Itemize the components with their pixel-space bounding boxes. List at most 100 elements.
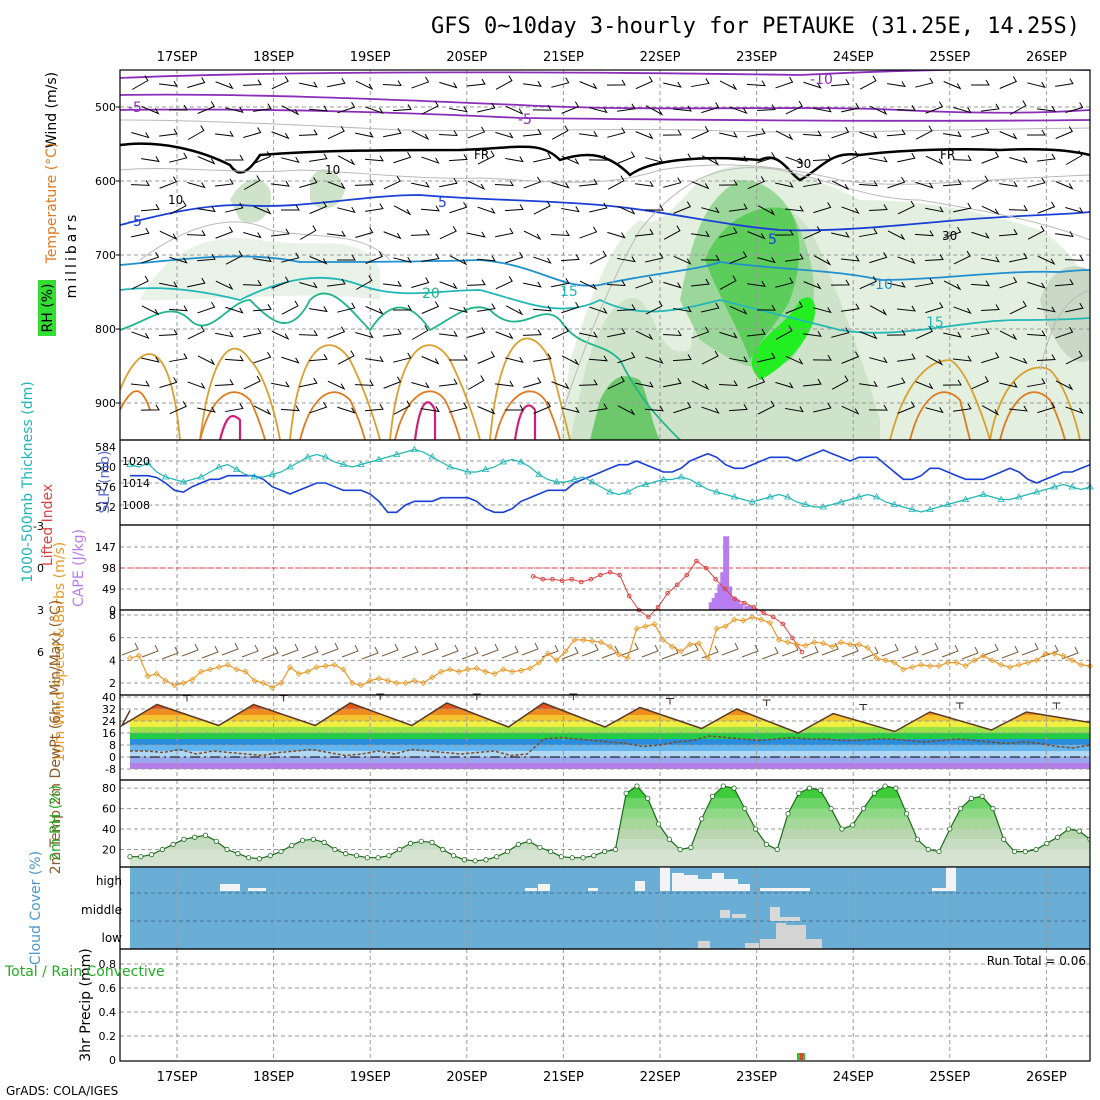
temp-label: 2m Temp 2m DewPt (6hr Min/Max) (°C) (48, 600, 64, 875)
wind-barb (859, 331, 878, 340)
pressure-tick: 600 (95, 175, 116, 188)
wind-barb-10m (201, 645, 219, 659)
wind-barb (561, 406, 580, 413)
rh-point (893, 785, 899, 791)
wind-speed-point (393, 679, 400, 687)
wind-barb (701, 302, 720, 313)
wind-barb (701, 155, 720, 166)
wind-barb (663, 177, 682, 188)
li-point (530, 574, 536, 579)
wind-barb (802, 130, 822, 137)
wind-barb (533, 401, 552, 414)
wind-barb (645, 300, 663, 315)
cloud-low-bar (806, 939, 822, 949)
wind-barb (337, 254, 356, 261)
rh-point (483, 857, 489, 863)
wind-barb (561, 206, 580, 213)
rh-point (558, 854, 565, 860)
contour-label-fr-1: FR (474, 148, 489, 162)
rh-panel: 20 40 60 80 2m RH (%) (48, 779, 1091, 868)
wind-barb (1037, 201, 1056, 214)
rh-point (806, 785, 813, 791)
wind-speed-point (838, 639, 845, 646)
cloud-grid (130, 867, 1090, 949)
wind-barb (719, 80, 738, 91)
rh-point (1076, 828, 1082, 834)
date-label-top: 22SEP (640, 50, 681, 65)
wind-barb-10m (541, 644, 559, 658)
wind-speed-point (562, 648, 569, 655)
cloud-high-bar (538, 884, 550, 891)
wind-barb (859, 75, 877, 90)
cloud-high-bar (698, 879, 712, 891)
wind-barb (383, 328, 402, 337)
thickness-tick: 580 (95, 461, 116, 474)
thickness-marker (215, 463, 223, 470)
wind-barb (197, 301, 216, 314)
wind-barb (1065, 302, 1084, 313)
wind-barb (579, 280, 598, 291)
contour-label-15-right: 15 (926, 315, 944, 331)
wind-speed-point (180, 679, 187, 687)
cape-bar (726, 586, 733, 610)
wind-barb (756, 304, 776, 311)
wind-barb-10m (341, 644, 359, 658)
thickness-marker (712, 488, 721, 495)
wind-speed-point (206, 666, 214, 673)
wind-barb (467, 180, 486, 191)
wind-barb (578, 178, 598, 187)
wind-barb (746, 80, 766, 87)
wind-barb (159, 128, 178, 137)
thickness-marker (286, 463, 294, 470)
wind-barb (1027, 378, 1046, 388)
wind-speed-point (669, 643, 676, 650)
wind-barb (393, 151, 412, 164)
wind-barb (645, 157, 664, 164)
wind-barb (130, 380, 150, 387)
wind-speed-point (775, 636, 782, 643)
wind-barb (813, 106, 832, 113)
rh-point (418, 838, 424, 844)
wind-barb (953, 202, 972, 213)
cloud-level-low: low (102, 931, 123, 945)
wind-barb (281, 204, 300, 211)
side-label-temp: Temperature (°C) (44, 143, 60, 265)
chart-title: GFS 0~10day 3-hourly for PETAUKE (31.25E… (431, 14, 1080, 39)
wind-barb (970, 280, 990, 287)
wind-barb (327, 230, 346, 237)
wind-barb (243, 375, 261, 390)
wind-speed-point (171, 682, 178, 689)
wind-barb (634, 228, 654, 237)
wind-barb (981, 103, 1000, 112)
contour-35 (218, 401, 537, 440)
rh-point (548, 848, 554, 855)
wind-speed-point (820, 640, 827, 647)
wind-barb (775, 76, 794, 89)
rh-point (364, 855, 370, 861)
li-tick: -3 (33, 520, 44, 533)
wind-barb (943, 226, 962, 239)
wind-speed-point (1015, 661, 1022, 668)
rh-tick: 40 (102, 823, 116, 836)
rh-point (720, 783, 726, 789)
pressure-tick: 900 (95, 397, 116, 410)
rh-point (375, 855, 381, 861)
wind-barb (439, 225, 457, 240)
wind-speed-point (1086, 662, 1094, 670)
wind-barb (886, 128, 906, 137)
wind-barb (841, 206, 860, 215)
wind-barb (253, 151, 272, 164)
wind-barb (505, 156, 524, 163)
wind-barb (215, 130, 234, 137)
top-date-labels: 17SEP 18SEP 19SEP 20SEP 21SEP 22SEP 23SEP 24SEP… (157, 50, 1067, 65)
wind-barb (410, 229, 430, 236)
wind-speed-point (695, 640, 702, 647)
wind-speed-point (135, 652, 142, 659)
contour-15 (120, 276, 1090, 334)
wind-barb-10m (301, 645, 319, 659)
slp-tick: 1008 (122, 499, 150, 512)
wind-barb (784, 205, 804, 212)
wind-barb (971, 376, 989, 390)
wind-barb (942, 379, 962, 386)
